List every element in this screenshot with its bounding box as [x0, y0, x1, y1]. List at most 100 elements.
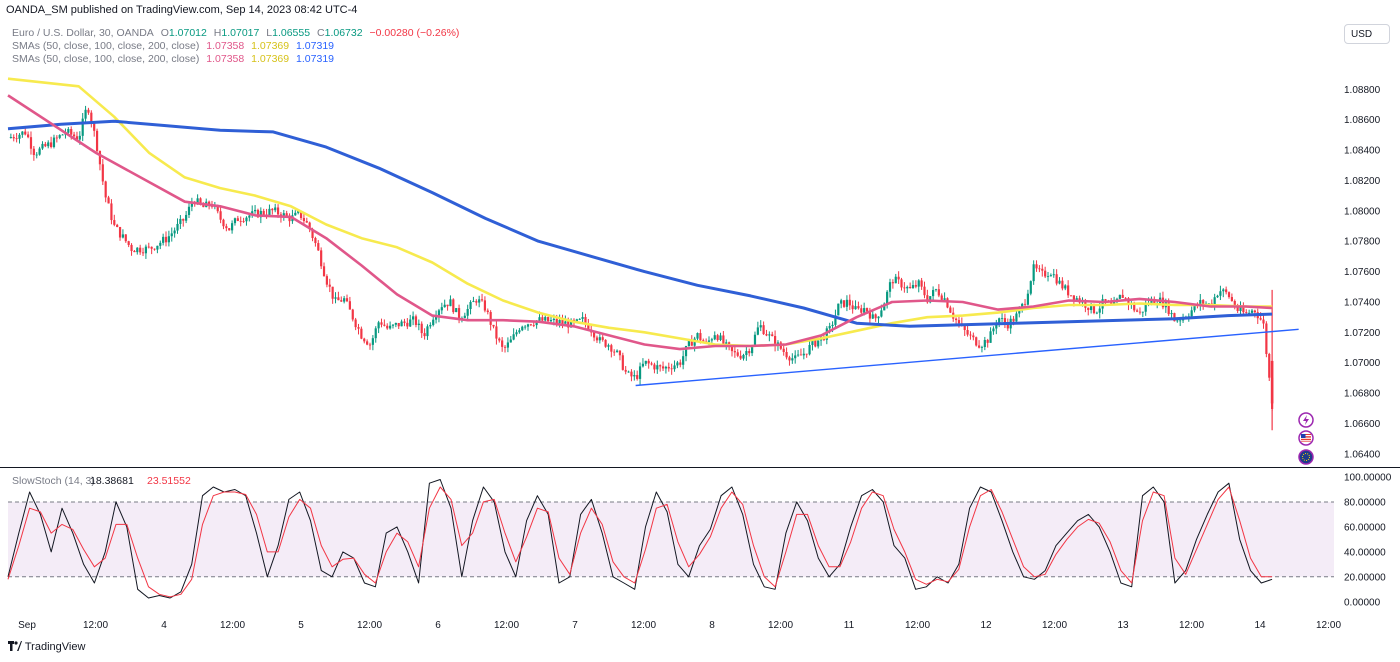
candle-body — [285, 213, 288, 216]
candle-body — [541, 317, 544, 321]
candle-body — [699, 333, 702, 341]
candle — [736, 349, 739, 358]
us-flag-canton-icon — [1301, 434, 1306, 438]
candle-body — [498, 338, 501, 341]
currency-button[interactable]: USD — [1344, 24, 1390, 44]
candle-body — [95, 130, 99, 151]
candle-body — [463, 315, 466, 318]
candle-body — [196, 198, 199, 204]
candle — [753, 331, 757, 347]
candle — [58, 134, 61, 140]
candle-body — [27, 134, 30, 138]
candle-body — [268, 208, 271, 216]
candle-body — [926, 295, 929, 303]
candle-body — [633, 375, 636, 377]
candle-body — [153, 248, 156, 250]
candle — [271, 208, 274, 215]
candle-body — [368, 344, 372, 346]
candle — [443, 299, 446, 308]
candle — [722, 331, 725, 346]
candle — [403, 318, 406, 327]
candle — [799, 348, 803, 356]
candle-body — [233, 218, 237, 224]
candle — [615, 349, 619, 353]
candle — [41, 141, 44, 150]
candle — [144, 244, 148, 259]
candle-body — [1064, 285, 1067, 289]
candle — [501, 337, 504, 352]
candle-body — [429, 324, 432, 327]
candle — [759, 320, 762, 332]
candle — [633, 370, 636, 381]
candle-body — [483, 300, 487, 311]
candle-body — [995, 324, 998, 329]
candle — [417, 319, 420, 331]
candle — [785, 347, 788, 360]
candle-body — [449, 299, 452, 307]
candle-body — [78, 135, 81, 140]
candle-body — [351, 309, 354, 320]
candle-body — [354, 319, 357, 328]
candle-body — [466, 308, 469, 316]
candles-group — [9, 105, 1274, 431]
candle-body — [81, 118, 84, 136]
candle-body — [773, 336, 777, 347]
candle-body — [874, 314, 877, 319]
candle — [466, 304, 469, 320]
candle-body — [230, 223, 234, 231]
candle-body — [1161, 297, 1165, 308]
candle — [90, 110, 93, 128]
eu-flag-event-icon[interactable] — [1298, 449, 1314, 465]
candle — [176, 218, 179, 234]
candle — [713, 331, 716, 341]
candle-body — [564, 321, 567, 324]
tradingview-logo[interactable]: TradingView — [8, 641, 85, 653]
candle — [696, 332, 699, 341]
candle-body — [311, 229, 314, 239]
candle-body — [977, 345, 981, 348]
candle-body — [799, 354, 803, 356]
candle-body — [489, 312, 492, 325]
candle-body — [1233, 301, 1236, 308]
candle — [173, 227, 176, 238]
sma50-value: 1.07358 — [206, 40, 245, 52]
candle — [1138, 307, 1142, 315]
candle — [136, 247, 139, 255]
candle-body — [598, 337, 601, 341]
candle-body — [851, 305, 854, 310]
candle-body — [162, 236, 165, 243]
candle-body — [469, 302, 472, 309]
candle-body — [121, 234, 125, 238]
candle — [253, 205, 257, 214]
candle — [673, 360, 676, 372]
candle-body — [1049, 275, 1052, 277]
candle-body — [768, 334, 771, 336]
stoch-d-value: 23.51552 — [147, 475, 191, 487]
stochastic-lines-group — [7, 479, 1273, 599]
candle — [21, 131, 24, 138]
candle — [394, 322, 397, 328]
candle-body — [570, 319, 573, 328]
candle-body — [659, 365, 662, 367]
candle-body — [1044, 270, 1047, 277]
candle — [604, 339, 607, 348]
candle — [179, 215, 182, 230]
candle — [406, 318, 409, 330]
candle-body — [601, 337, 604, 340]
candle-body — [739, 355, 742, 359]
candle-body — [636, 375, 639, 379]
candle-body — [854, 306, 857, 310]
candle-body — [167, 236, 170, 243]
candle — [1219, 285, 1222, 301]
candle — [340, 296, 343, 302]
candle — [182, 218, 185, 227]
candle-body — [366, 341, 369, 345]
candle — [808, 341, 811, 356]
candle-body — [1133, 303, 1136, 311]
candle-body — [911, 285, 915, 289]
candle — [409, 314, 412, 327]
candle — [1265, 321, 1268, 358]
candle-body — [262, 210, 265, 215]
candle-body — [409, 319, 412, 327]
